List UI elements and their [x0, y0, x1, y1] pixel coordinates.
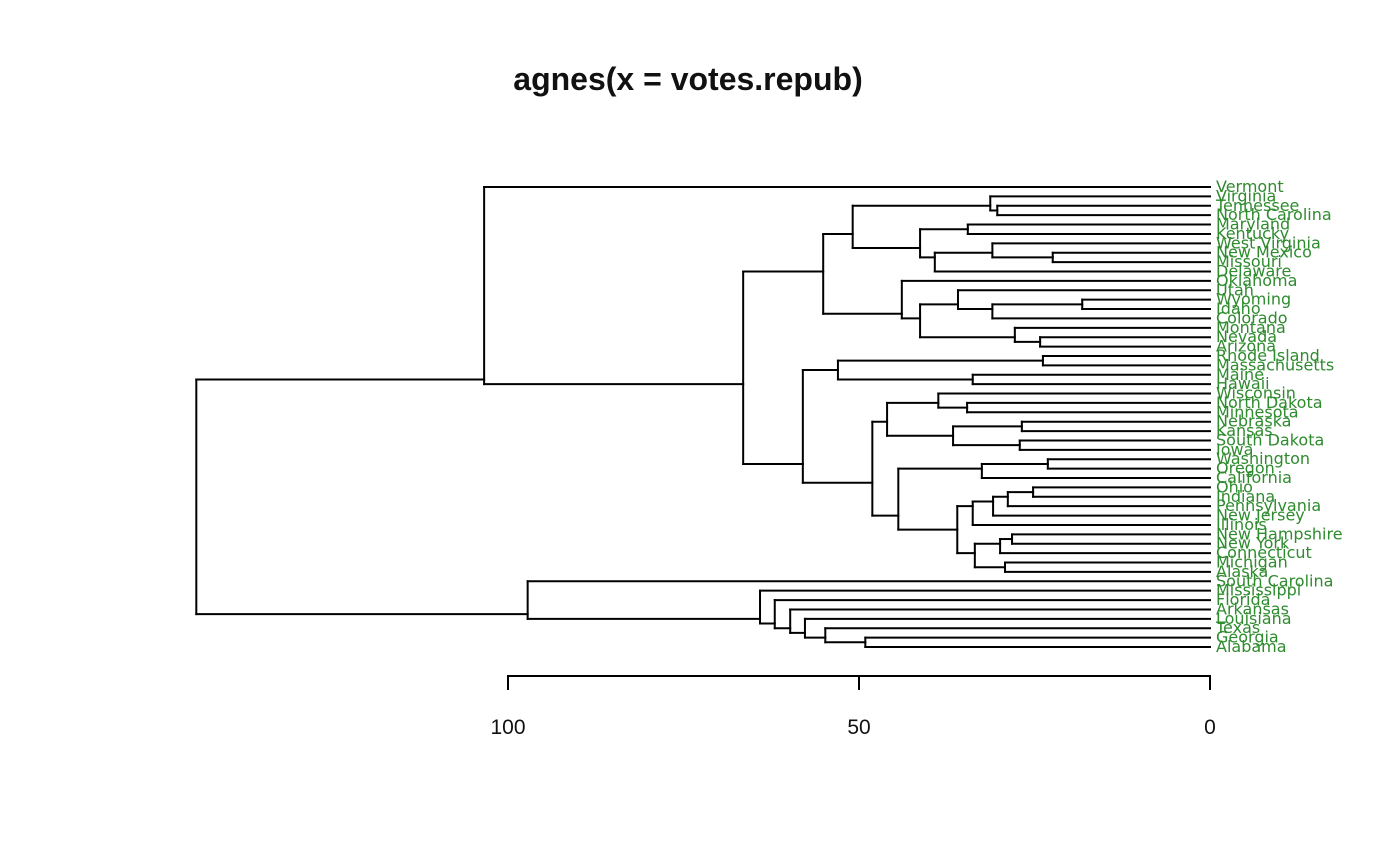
leaf-label: New Hampshire: [1216, 524, 1343, 543]
leaf-label: Michigan: [1216, 553, 1288, 572]
leaf-label: Washington: [1216, 449, 1310, 468]
leaf-label: Virginia: [1216, 186, 1276, 205]
leaf-label: Maine: [1216, 365, 1264, 384]
leaf-label: Oklahoma: [1216, 271, 1297, 290]
leaf-label: Arkansas: [1216, 599, 1289, 618]
leaf-label: Kentucky: [1216, 224, 1289, 243]
leaf-label: South Carolina: [1216, 571, 1333, 590]
leaf-label: North Carolina: [1216, 205, 1332, 224]
leaf-label: Illinois: [1216, 515, 1267, 534]
leaf-label: Montana: [1216, 318, 1286, 337]
leaf-label: Utah: [1216, 280, 1254, 299]
leaf-label: Ohio: [1216, 477, 1253, 496]
leaf-label: Kansas: [1216, 421, 1273, 440]
leaf-label: Tennessee: [1215, 196, 1299, 215]
leaf-label: Alaska: [1216, 562, 1268, 581]
leaf-label: Texas: [1215, 618, 1260, 637]
leaf-label: West Virginia: [1216, 233, 1321, 252]
leaf-label: Missouri: [1216, 252, 1282, 271]
leaf-label: Arizona: [1216, 337, 1276, 356]
leaf-label: Nebraska: [1216, 412, 1291, 431]
leaf-label: Wisconsin: [1216, 384, 1296, 403]
leaf-label: Delaware: [1216, 261, 1291, 280]
leaf-label: New York: [1216, 534, 1290, 553]
leaf-label: California: [1216, 468, 1292, 487]
plot-title: agnes(x = votes.repub): [513, 61, 862, 97]
axis-tick-label: 100: [490, 716, 525, 739]
dendrogram-tree: [195, 186, 1211, 649]
leaf-label: Connecticut: [1216, 543, 1312, 562]
leaf-label: Colorado: [1216, 308, 1288, 327]
leaf-label: Massachusetts: [1216, 355, 1334, 374]
leaf-label: Indiana: [1216, 487, 1275, 506]
leaf-label: Hawaii: [1216, 374, 1270, 393]
axis-tick-label: 0: [1204, 716, 1216, 739]
leaf-label: Wyoming: [1216, 290, 1291, 309]
leaf-label: Maryland: [1216, 215, 1290, 234]
leaf-label: Mississippi: [1216, 581, 1301, 600]
leaf-label: Florida: [1216, 590, 1270, 609]
leaf-label: Louisiana: [1216, 609, 1292, 628]
leaf-label: Minnesota: [1216, 402, 1299, 421]
leaf-label: Idaho: [1216, 299, 1261, 318]
leaf-label: Alabama: [1216, 637, 1287, 656]
leaf-label: New Mexico: [1216, 243, 1312, 262]
leaf-label: New Jersey: [1216, 506, 1305, 525]
leaf-label: Nevada: [1216, 327, 1277, 346]
leaf-label: Rhode Island: [1216, 346, 1320, 365]
axis-tick-label: 50: [847, 716, 870, 739]
leaf-label: Oregon: [1216, 459, 1275, 478]
leaf-label: Georgia: [1216, 628, 1279, 647]
height-axis: 100 50 0: [490, 675, 1216, 739]
leaf-label: South Dakota: [1216, 430, 1324, 449]
leaf-label: Iowa: [1216, 440, 1253, 459]
leaf-label: North Dakota: [1216, 393, 1323, 412]
leaf-label: Pennsylvania: [1216, 496, 1321, 515]
leaf-label: Vermont: [1216, 177, 1284, 196]
